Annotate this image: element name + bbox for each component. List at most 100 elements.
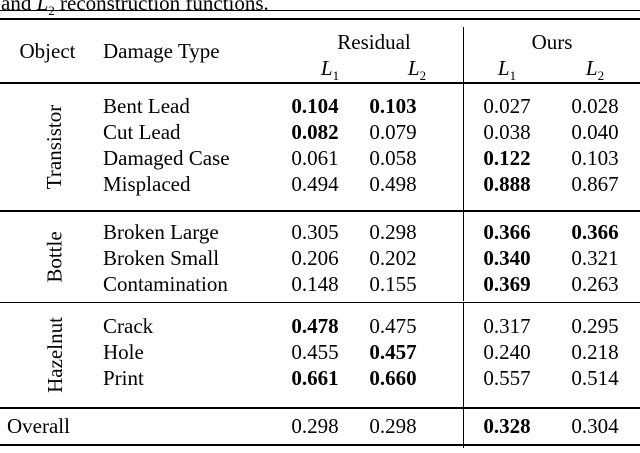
math-subscript: 1 [509,68,517,84]
ours-l2-value: 0.218 [571,340,619,365]
ours-l2-value: 0.263 [571,271,619,296]
residual-l2-value: 0.457 [369,340,417,365]
residual-l1-value: 0.061 [291,146,339,171]
object-label-text: Bottle [42,230,67,283]
ours-l2-value: 0.514 [571,366,619,391]
ours-group-header: Ours [531,30,573,54]
object-label-rotated: Hazelnut [7,303,102,407]
table-section-transistor: Transistor Bent Lead 0.104 0.103 0.027 0… [0,84,640,210]
section-divider-rule [0,210,640,212]
ours-l2-value: 0.040 [571,120,619,145]
ours-l1-value: 0.240 [483,340,531,365]
ours-l2-value: 0.295 [571,314,619,339]
damage-type-cell: Print [103,366,144,391]
table-section-bottle: Bottle Broken Large 0.305 0.298 0.366 0.… [0,211,640,302]
ours-l1-value: 0.340 [483,245,531,270]
caption-baseline-rule [0,10,640,12]
damage-type-column-header: Damage Type [103,39,220,63]
table-header: Object Damage Type Residual Ours L1 L2 L… [0,20,640,82]
ours-l1-value: 0.328 [483,413,531,438]
math-subscript: 2 [419,68,427,84]
residual-l1-value: 0.148 [291,271,339,296]
object-label-text: Hazelnut [42,317,67,393]
overall-top-rule [0,407,640,409]
damage-type-cell: Damaged Case [103,146,230,171]
overall-row: Overall 0.298 0.298 0.328 0.304 [0,408,640,448]
residual-l1-value: 0.206 [291,245,339,270]
caption-text-pre: and [1,0,32,15]
residual-l2-value: 0.498 [369,172,417,197]
math-letter: L [407,56,420,80]
column-divider-line [462,84,465,210]
ours-l2-value: 0.366 [571,219,619,244]
residual-l2-value: 0.155 [369,271,417,296]
ours-l1-value: 0.369 [483,271,531,296]
residual-group-header: Residual [337,30,411,54]
residual-l1-value: 0.305 [291,219,339,244]
column-divider-line [462,408,465,448]
residual-l2-value: 0.079 [369,120,417,145]
ours-l2-value: 0.304 [571,413,619,438]
table-section-hazelnut: Hazelnut Crack 0.478 0.475 0.317 0.295 H… [0,303,640,407]
ours-l1-value: 0.557 [483,366,531,391]
ours-l2-value: 0.028 [571,94,619,119]
object-label-text: Transistor [42,104,67,190]
section-rows: Bent Lead 0.104 0.103 0.027 0.028 Cut Le… [0,84,640,197]
object-label-rotated: Transistor [7,84,102,210]
residual-l1-value: 0.661 [291,366,339,391]
ours-l2-value: 0.321 [571,245,619,270]
math-subscript: 1 [332,68,340,84]
column-divider-line [462,303,465,407]
object-column-header: Object [19,39,76,63]
table-top-rule [0,17,640,20]
damage-type-cell: Bent Lead [103,94,190,119]
residual-l2-value: 0.475 [369,314,417,339]
object-label-rotated: Bottle [7,212,102,302]
residual-l2-header: L2 [374,55,460,84]
caption-math-letter: L [36,0,49,15]
residual-l2-value: 0.103 [369,94,417,119]
math-subscript: 2 [597,68,605,84]
damage-type-cell: Broken Small [103,245,220,270]
overall-label: Overall [7,413,70,438]
residual-l2-value: 0.298 [369,219,417,244]
header-bottom-rule [0,82,640,85]
residual-l1-value: 0.494 [291,172,339,197]
damage-type-cell: Hole [103,340,144,365]
residual-l1-value: 0.298 [291,413,339,438]
residual-l1-value: 0.478 [291,314,339,339]
damage-type-cell: Crack [103,314,154,339]
residual-l2-value: 0.298 [369,413,417,438]
column-divider-line [462,211,465,302]
table-caption: and L2 reconstruction functions. [1,0,269,17]
damage-type-cell: Misplaced [103,172,191,197]
math-letter: L [497,56,510,80]
math-letter: L [585,56,598,80]
section-rows: Broken Large 0.305 0.298 0.366 0.366 Bro… [0,212,640,297]
residual-l1-header: L1 [295,55,365,84]
table-bottom-rule [0,443,640,447]
damage-type-cell: Cut Lead [103,120,181,145]
caption-text-post: reconstruction functions. [60,0,269,15]
residual-l1-value: 0.455 [291,340,339,365]
section-divider-rule [0,301,640,304]
column-divider-line [462,27,465,82]
residual-l1-value: 0.082 [291,120,339,145]
residual-l2-value: 0.058 [369,146,417,171]
ours-l1-value: 0.027 [483,94,531,119]
ours-l1-value: 0.122 [483,146,531,171]
ours-l1-value: 0.366 [483,219,531,244]
ours-l1-value: 0.888 [483,172,531,197]
ours-l1-value: 0.038 [483,120,531,145]
math-letter: L [320,56,333,80]
ours-l1-header: L1 [464,55,550,84]
damage-type-cell: Broken Large [103,219,219,244]
residual-l2-value: 0.660 [369,366,417,391]
residual-l2-value: 0.202 [369,245,417,270]
ours-l1-value: 0.317 [483,314,531,339]
ours-l2-value: 0.867 [571,172,619,197]
ours-l2-value: 0.103 [571,146,619,171]
residual-l1-value: 0.104 [291,94,339,119]
ours-l2-header: L2 [550,55,640,84]
